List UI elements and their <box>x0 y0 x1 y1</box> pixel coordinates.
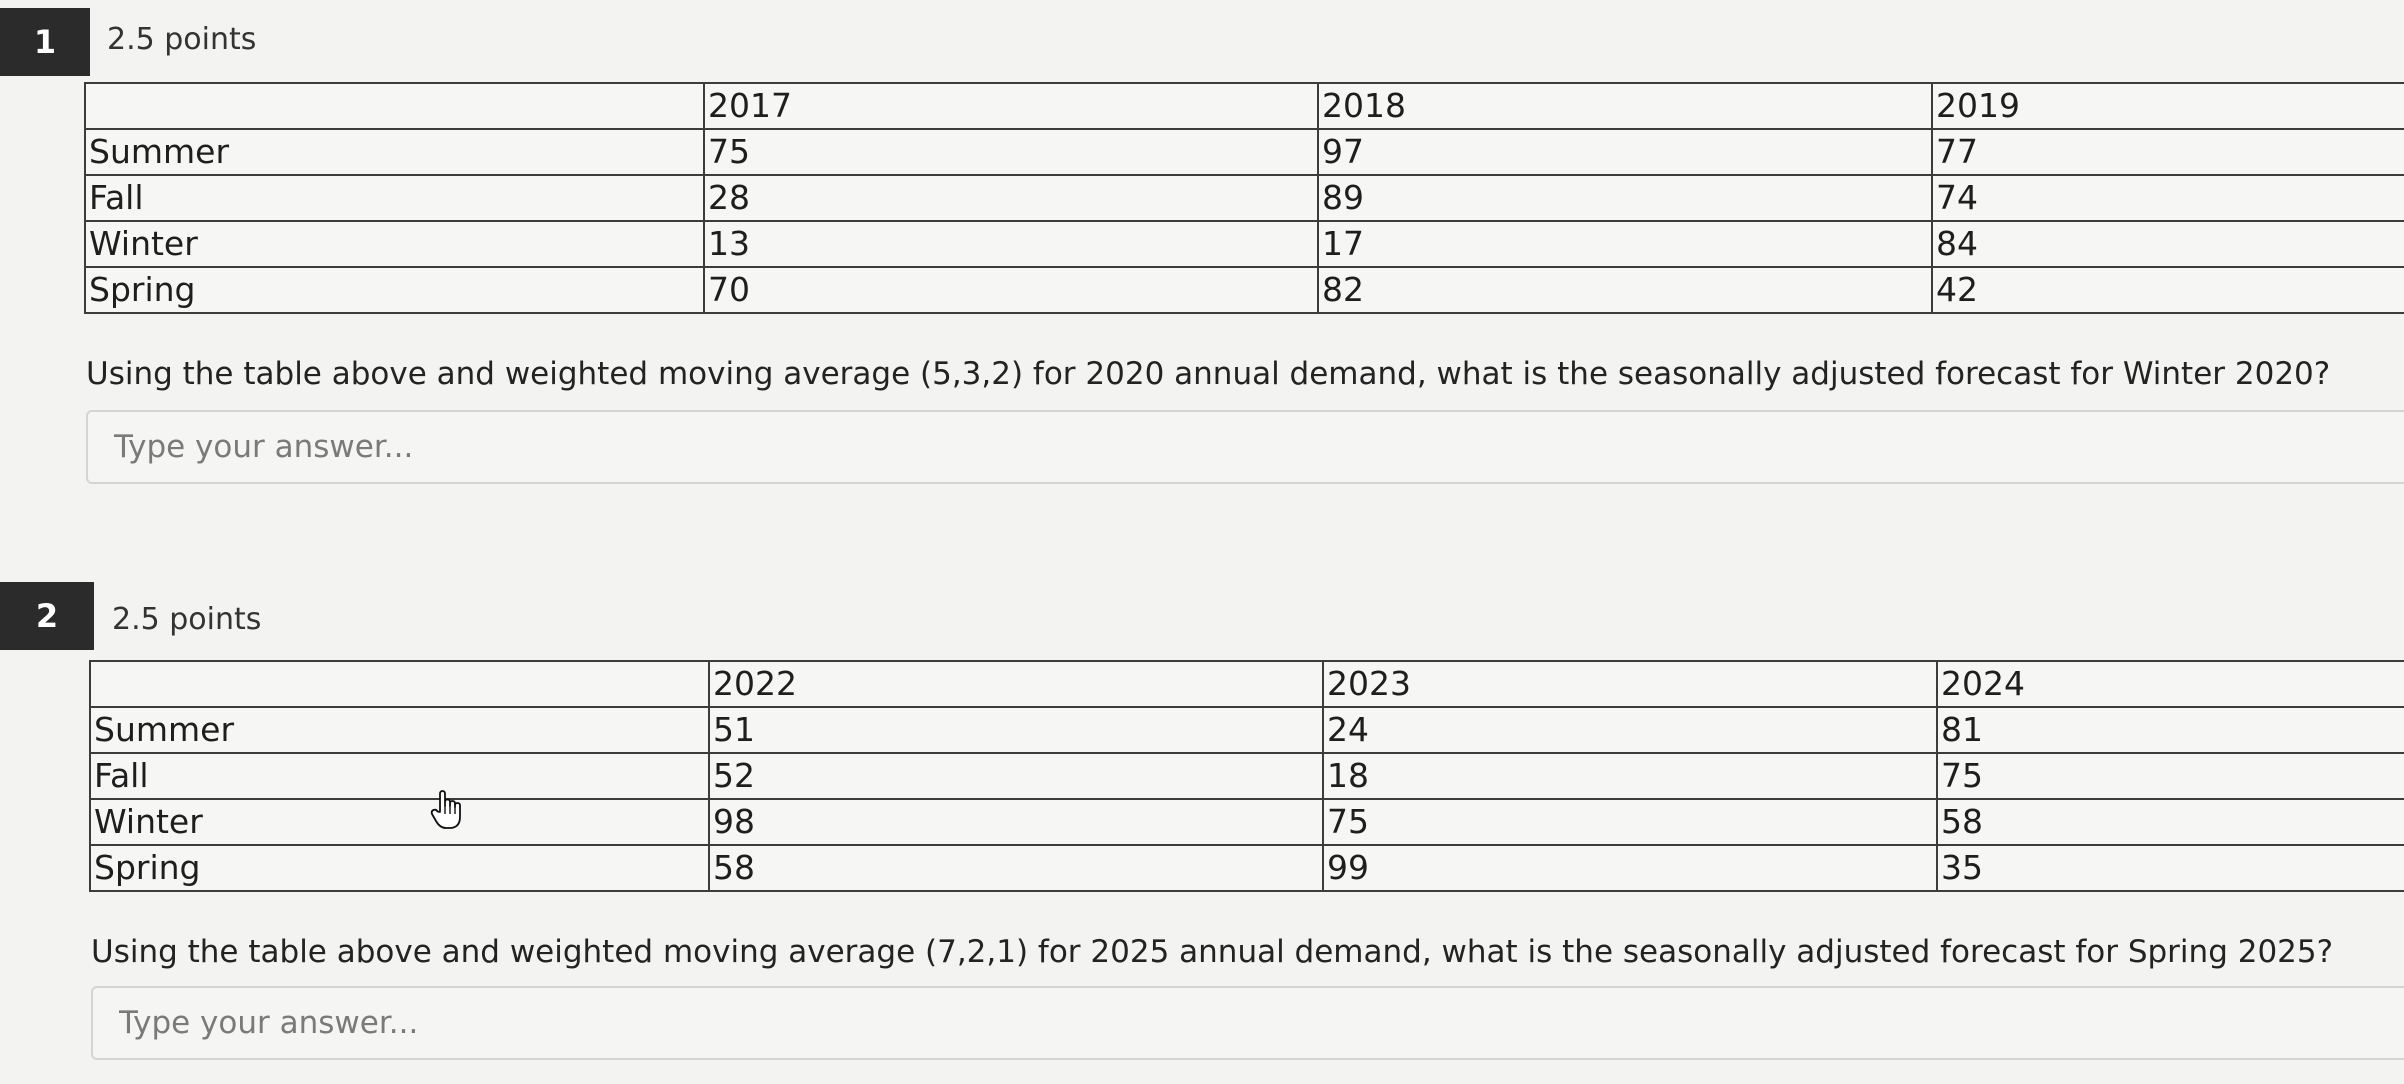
season-cell: Spring <box>89 844 710 892</box>
table-cell: 75 <box>1936 752 2404 800</box>
table-cell: 84 <box>1931 220 2404 268</box>
table-cell: 24 <box>1322 706 1938 754</box>
table-cell: 81 <box>1936 706 2404 754</box>
table-cell: 52 <box>708 752 1324 800</box>
answer-input[interactable] <box>86 410 2404 484</box>
table-cell: 99 <box>1322 844 1938 892</box>
table-header-cell: 2018 <box>1317 82 1933 130</box>
seasonal-demand-table: 2022 2023 2024 Summer 51 24 81 Fall 52 1… <box>89 660 2404 892</box>
table-cell: 58 <box>1936 798 2404 846</box>
table-cell: 70 <box>703 266 1319 314</box>
table-row: Spring 70 82 42 <box>84 266 2404 314</box>
table-cell: 18 <box>1322 752 1938 800</box>
table-cell: 51 <box>708 706 1324 754</box>
season-cell: Winter <box>89 798 710 846</box>
table-cell: 17 <box>1317 220 1933 268</box>
table-header-cell: 2023 <box>1322 660 1938 708</box>
table-header-cell: 2022 <box>708 660 1324 708</box>
season-cell: Summer <box>84 128 705 176</box>
table-row: Summer 75 97 77 <box>84 128 2404 176</box>
table-row: Spring 58 99 35 <box>89 844 2404 892</box>
season-cell: Spring <box>84 266 705 314</box>
table-cell: 42 <box>1931 266 2404 314</box>
table-cell: 89 <box>1317 174 1933 222</box>
table-header-cell <box>84 82 705 130</box>
table-cell: 98 <box>708 798 1324 846</box>
table-header-cell: 2017 <box>703 82 1319 130</box>
question-number: 2 <box>0 582 94 650</box>
table-row: Fall 52 18 75 <box>89 752 2404 800</box>
season-cell: Summer <box>89 706 710 754</box>
table-cell: 35 <box>1936 844 2404 892</box>
question-prompt: Using the table above and weighted movin… <box>91 934 2334 970</box>
question-prompt: Using the table above and weighted movin… <box>86 356 2331 392</box>
table-row: Fall 28 89 74 <box>84 174 2404 222</box>
seasonal-demand-table: 2017 2018 2019 Summer 75 97 77 Fall 28 8… <box>84 82 2404 314</box>
table-header-cell <box>89 660 710 708</box>
table-cell: 13 <box>703 220 1319 268</box>
season-cell: Winter <box>84 220 705 268</box>
question-number: 1 <box>0 8 90 76</box>
table-cell: 75 <box>703 128 1319 176</box>
table-header-cell: 2019 <box>1931 82 2404 130</box>
table-cell: 82 <box>1317 266 1933 314</box>
table-cell: 77 <box>1931 128 2404 176</box>
table-cell: 74 <box>1931 174 2404 222</box>
table-cell: 97 <box>1317 128 1933 176</box>
season-cell: Fall <box>84 174 705 222</box>
question-points: 2.5 points <box>112 602 262 637</box>
season-cell: Fall <box>89 752 710 800</box>
table-cell: 28 <box>703 174 1319 222</box>
table-row: Winter 13 17 84 <box>84 220 2404 268</box>
table-row: Winter 98 75 58 <box>89 798 2404 846</box>
table-cell: 75 <box>1322 798 1938 846</box>
table-header-row: 2022 2023 2024 <box>89 660 2404 708</box>
table-header-row: 2017 2018 2019 <box>84 82 2404 130</box>
table-header-cell: 2024 <box>1936 660 2404 708</box>
question-points: 2.5 points <box>107 22 257 57</box>
hand-pointer-icon <box>430 790 461 829</box>
table-cell: 58 <box>708 844 1324 892</box>
table-row: Summer 51 24 81 <box>89 706 2404 754</box>
answer-input[interactable] <box>91 986 2404 1060</box>
